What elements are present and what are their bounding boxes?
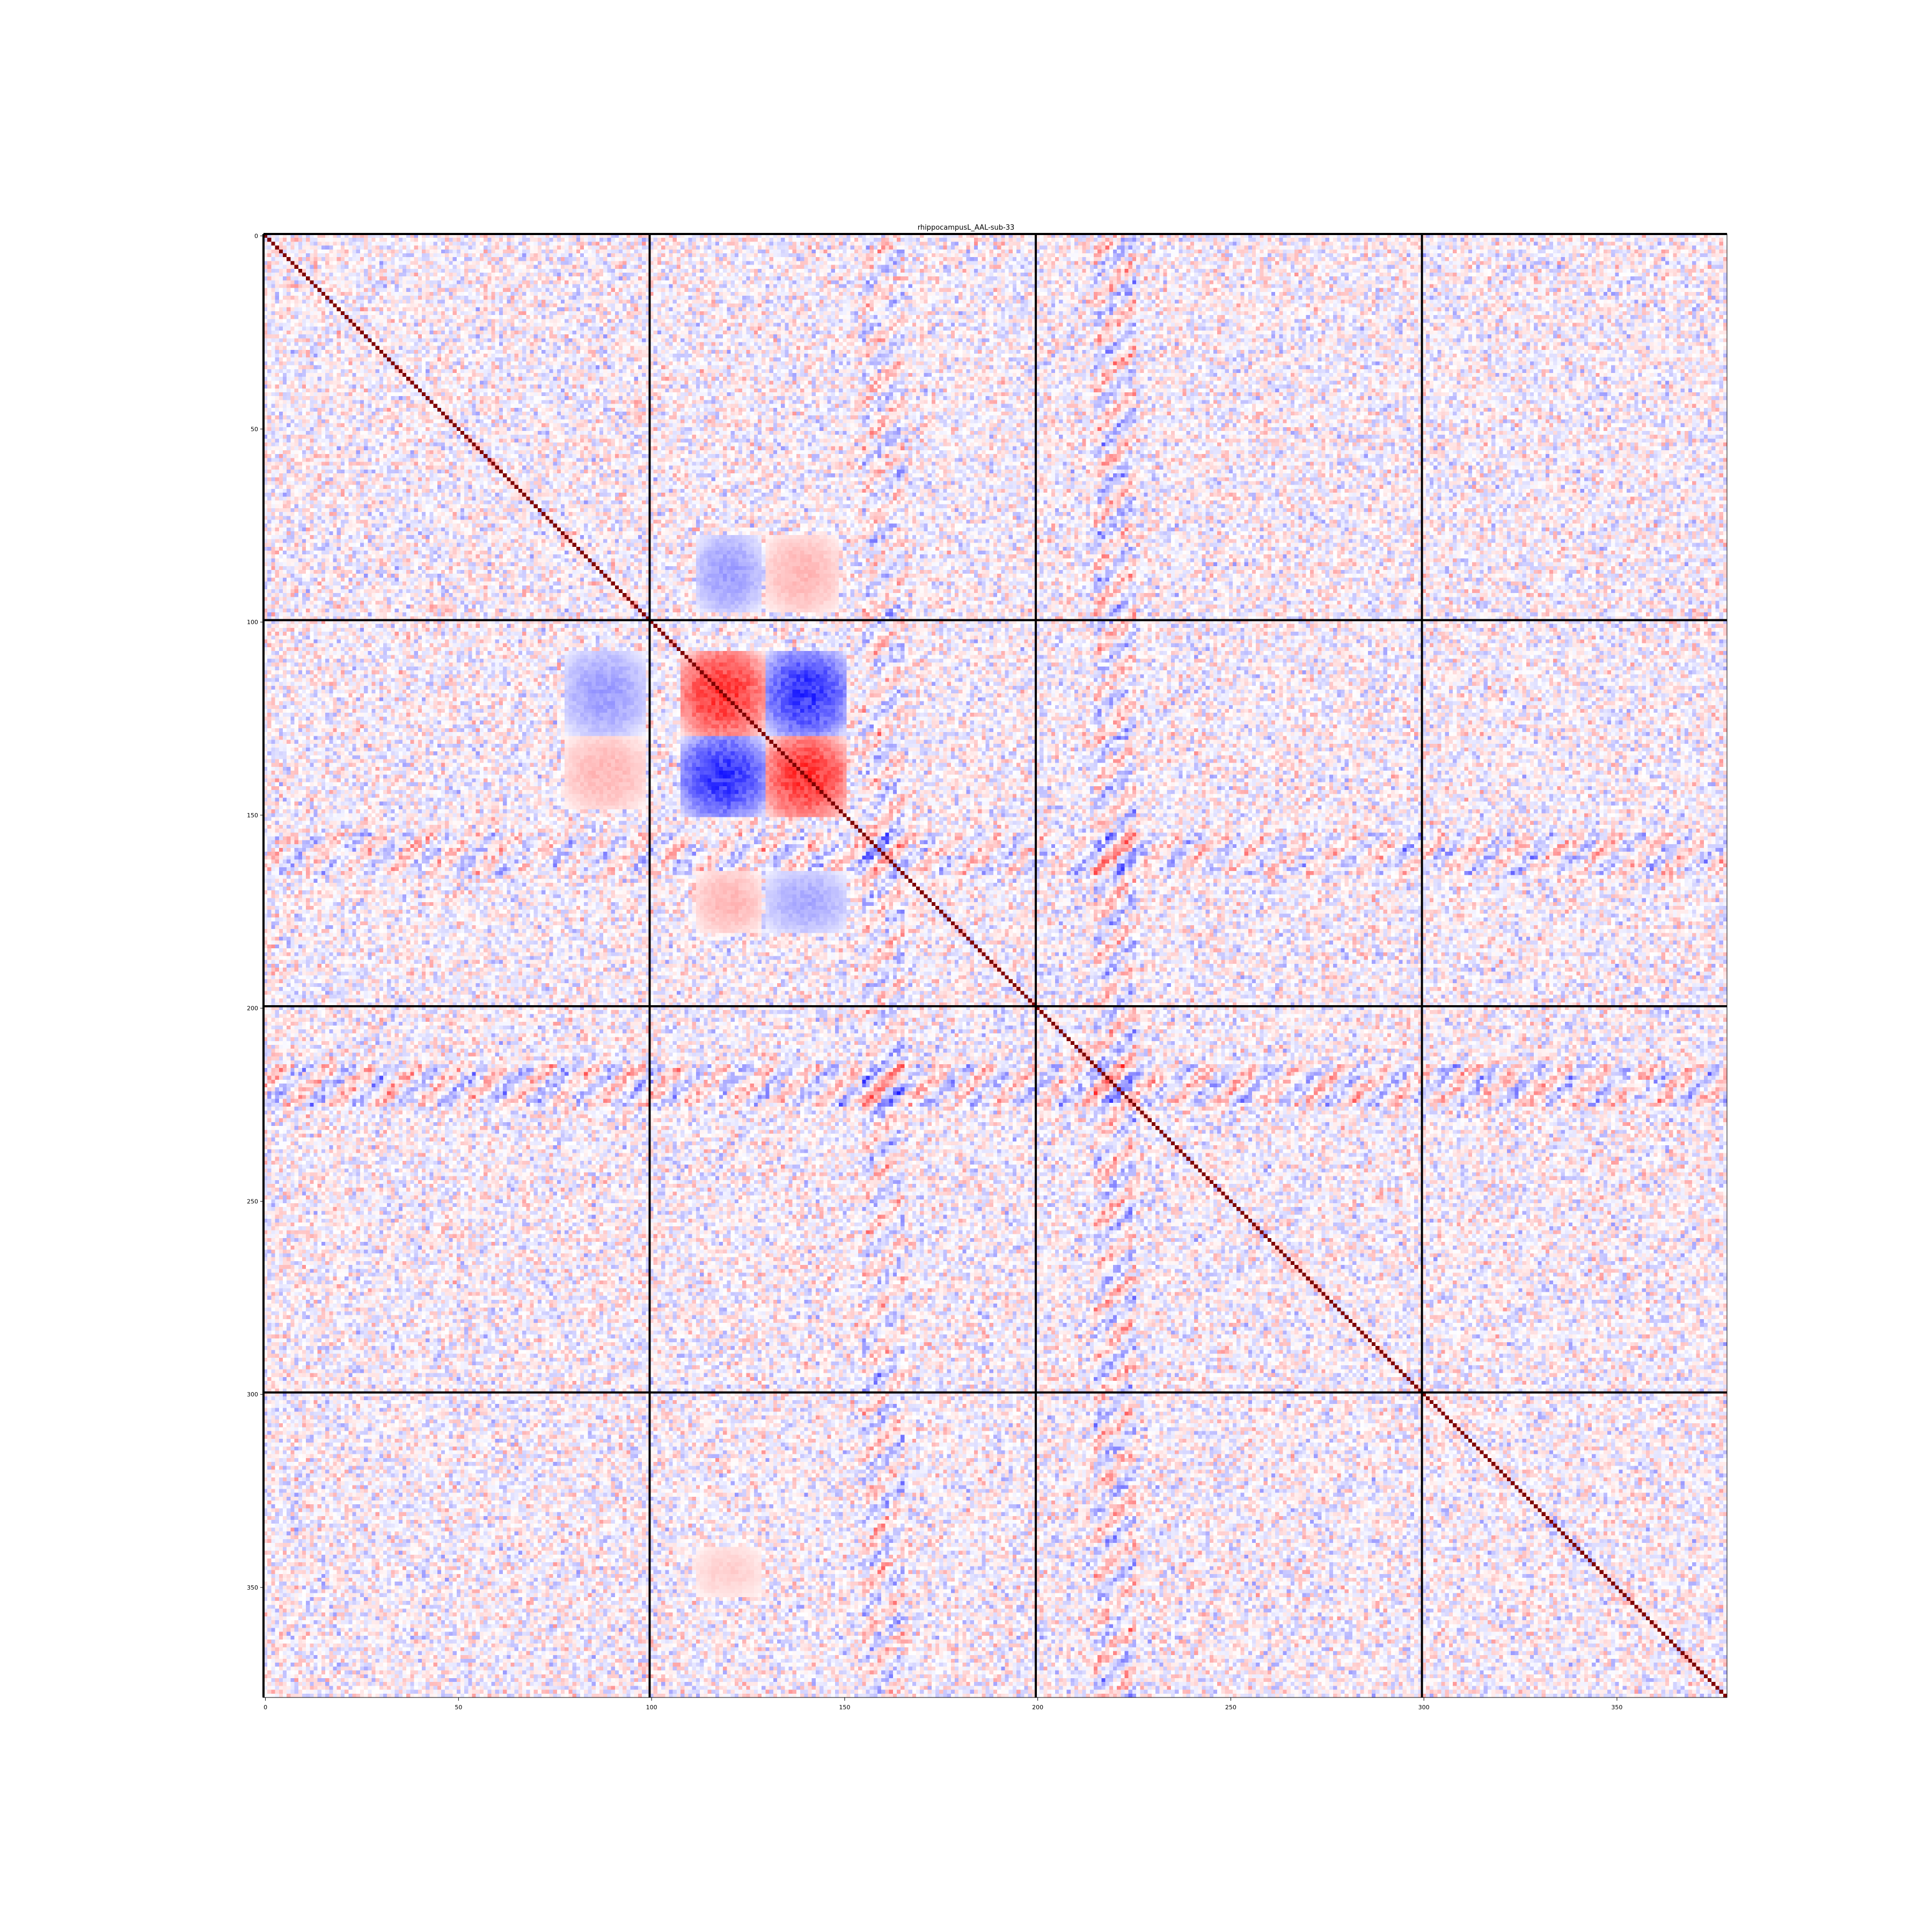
y-tick-label: 150 (247, 812, 258, 819)
heatmap-cells (264, 234, 1727, 1697)
x-tick-label: 350 (1611, 1704, 1622, 1711)
x-tick-label: 150 (839, 1704, 850, 1711)
axes: 0 50 100 150 200 250 300 350 0 50 100 150 200 250 300 3… (247, 233, 1728, 1711)
y-tick-label: 350 (247, 1584, 258, 1591)
x-tick-label: 300 (1418, 1704, 1430, 1711)
x-tick-label: 0 (264, 1704, 267, 1711)
block-boundaries (262, 233, 1727, 1697)
y-tick-label: 300 (247, 1391, 258, 1398)
x-tick-label: 50 (455, 1704, 462, 1711)
y-tick-label: 200 (247, 1005, 258, 1012)
y-tick-label: 250 (247, 1198, 258, 1205)
y-tick-label: 0 (254, 233, 258, 240)
y-tick-label: 100 (247, 619, 258, 626)
heatmap-plot-area (264, 234, 1727, 1697)
x-tick-label: 200 (1032, 1704, 1043, 1711)
x-tick-label: 100 (646, 1704, 657, 1711)
chart-title: rhippocampusL_AAL-sub-33 (917, 224, 1015, 232)
x-tick-label: 250 (1225, 1704, 1236, 1711)
axes-frame (263, 233, 1728, 1698)
y-tick-label: 50 (251, 426, 258, 433)
